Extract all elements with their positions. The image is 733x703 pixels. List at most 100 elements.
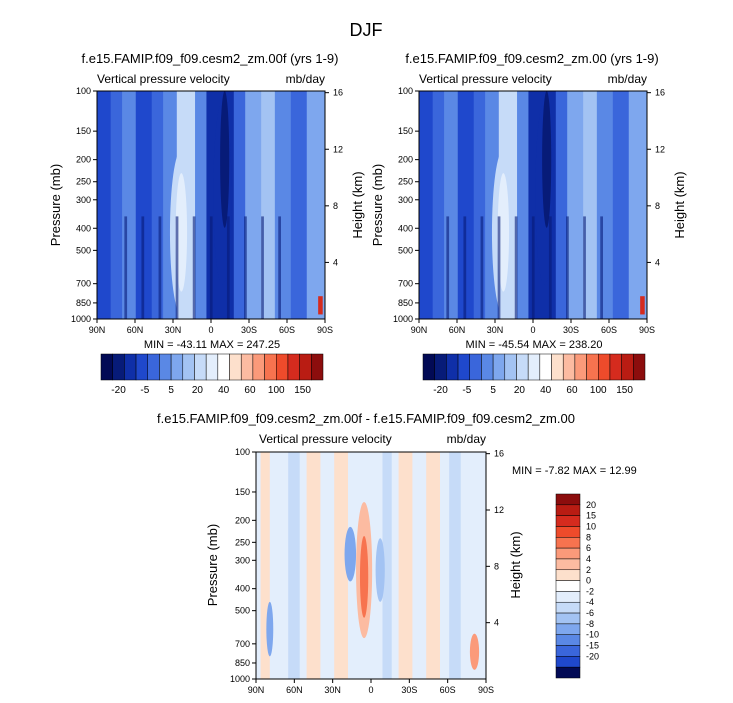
contour-band: [261, 216, 264, 319]
colorbar-swatch: [527, 353, 541, 381]
y-tick-label: 700: [76, 279, 91, 289]
colorbar-swatch: [551, 353, 564, 381]
contour-band: [517, 91, 529, 319]
colorbar-label: -20: [433, 385, 448, 396]
colorbar-swatch: [555, 526, 581, 538]
height-tick-label: 4: [494, 618, 499, 628]
y-tick-label: 1000: [393, 314, 413, 324]
contour-band: [306, 452, 321, 679]
contour-band: [583, 216, 586, 319]
x-tick-label: 90S: [317, 325, 333, 335]
x-tick-label: 90S: [639, 325, 655, 335]
y-tick-label: 250: [76, 177, 91, 187]
height-tick-label: 4: [655, 257, 660, 267]
colorbar-label: -8: [586, 619, 594, 629]
y-tick-label: 200: [235, 515, 250, 525]
contour-band: [600, 216, 603, 319]
contour-band: [596, 91, 614, 319]
contour-field: [255, 451, 487, 680]
x-tick-label: 60S: [601, 325, 617, 335]
colorbar-swatch: [562, 353, 576, 381]
contour-band: [192, 216, 196, 319]
y-tick-label: 500: [398, 245, 413, 255]
colorbar-swatch: [457, 353, 470, 381]
contour-band: [220, 90, 230, 228]
height-axis-label: Height (km): [672, 171, 687, 238]
contour-band: [97, 91, 112, 319]
colorbar-label: -10: [586, 630, 599, 640]
y-tick-label: 250: [398, 177, 413, 187]
colorbar-label: 20: [514, 385, 526, 396]
contour-band: [288, 452, 300, 679]
colorbar: -20 -5 5 20 40 60 100 150: [422, 353, 646, 396]
y-tick-label: 500: [76, 245, 91, 255]
contour-band: [233, 91, 246, 319]
contour-band: [266, 601, 274, 657]
colorbar-label: 2: [586, 565, 591, 575]
colorbar-swatch: [555, 666, 581, 679]
colorbar-label: 40: [540, 385, 552, 396]
panel-title: f.e15.FAMIP.f09_f09.cesm2_zm.00 (yrs 1-9…: [405, 51, 658, 66]
x-tick-label: 0: [530, 325, 535, 335]
colorbar-swatch: [539, 353, 552, 381]
x-tick-label: 0: [368, 685, 373, 695]
contour-band: [473, 91, 486, 319]
colorbar-swatch: [194, 353, 207, 381]
y-tick-label: 150: [235, 487, 250, 497]
y-tick-label: 300: [235, 555, 250, 565]
x-axis-ticks: 90N 60N 30N 0 30S 60S 90S: [411, 319, 655, 335]
contour-band: [542, 90, 552, 228]
height-tick-label: 16: [655, 88, 665, 98]
min-max-stats: MIN = -7.82 MAX = 12.99: [512, 465, 637, 477]
colorbar-label: 150: [294, 385, 311, 396]
colorbar-label: -15: [586, 641, 599, 651]
colorbar-label: 4: [586, 554, 591, 564]
contour-field: [96, 90, 326, 320]
height-tick-label: 16: [494, 449, 504, 459]
x-tick-label: 90N: [248, 685, 265, 695]
y-tick-label: 1000: [230, 674, 250, 684]
contour-band: [463, 216, 467, 319]
panel-1: f.e15.FAMIP.f09_f09.cesm2_zm.00f (yrs 1-…: [48, 51, 365, 396]
x-tick-label: 30N: [324, 685, 341, 695]
colorbar-swatch: [252, 353, 265, 381]
x-tick-label: 30S: [563, 325, 579, 335]
colorbar-label: 6: [586, 543, 591, 553]
colorbar-swatch: [422, 353, 435, 381]
colorbar-swatch: [598, 353, 611, 381]
colorbar-swatch: [555, 656, 581, 668]
x-tick-label: 90N: [411, 325, 428, 335]
contour-band: [446, 216, 450, 319]
x-tick-label: 60S: [440, 685, 456, 695]
y-axis-ticks: 100 150 200 250 300 400 500 700 850 1000: [393, 86, 419, 324]
contour-band: [151, 91, 164, 319]
contour-band: [640, 296, 645, 315]
x-tick-label: 30S: [401, 685, 417, 695]
y-tick-label: 850: [76, 298, 91, 308]
colorbar-swatch: [100, 353, 113, 381]
colorbar-swatch: [147, 353, 160, 381]
colorbar-swatch: [135, 353, 148, 381]
colorbar-label: 20: [586, 500, 596, 510]
x-tick-label: 60S: [279, 325, 295, 335]
colorbar-label: 40: [218, 385, 230, 396]
colorbar-swatch: [170, 353, 184, 381]
contour-band: [566, 216, 569, 319]
contour-band: [359, 535, 369, 618]
colorbar-swatch: [555, 515, 581, 527]
contour-band: [419, 91, 434, 319]
colorbar-swatch: [205, 353, 219, 381]
height-tick-label: 8: [333, 201, 338, 211]
y-axis-label: Pressure (mb): [205, 524, 220, 606]
colorbar-swatch: [182, 353, 195, 381]
contour-band: [531, 216, 535, 319]
colorbar-swatch: [555, 612, 581, 625]
colorbar-swatch: [621, 353, 634, 381]
y-tick-label: 300: [398, 195, 413, 205]
colorbar-swatch: [555, 504, 581, 516]
colorbar-label: -4: [586, 597, 594, 607]
variable-label: Vertical pressure velocity: [259, 432, 392, 446]
page-title: DJF: [350, 20, 383, 40]
colorbar-label: -20: [111, 385, 126, 396]
